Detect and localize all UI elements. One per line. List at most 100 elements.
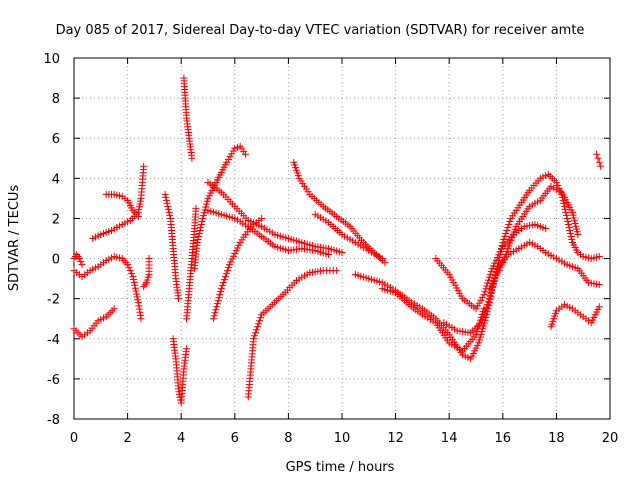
- data-point-marker: [162, 193, 170, 201]
- data-point-marker: [196, 226, 204, 234]
- data-point-marker: [183, 345, 191, 353]
- x-tick-label: 14: [441, 431, 458, 446]
- chart-title: Day 085 of 2017, Sidereal Day-to-day VTE…: [56, 23, 585, 38]
- series-trace-i: [183, 204, 200, 323]
- data-point-marker: [133, 293, 141, 301]
- data-point-marker: [595, 303, 603, 311]
- data-point-marker: [562, 208, 570, 216]
- data-point-marker: [593, 150, 601, 158]
- data-point-marker: [556, 187, 564, 195]
- data-point-marker: [250, 335, 258, 343]
- data-point-marker: [477, 319, 485, 327]
- data-point-marker: [214, 297, 222, 305]
- x-tick-label: 8: [284, 431, 292, 446]
- data-point-marker: [481, 307, 489, 315]
- y-tick-label: -8: [47, 413, 60, 428]
- data-point-marker: [597, 162, 605, 170]
- data-point-marker: [561, 205, 569, 213]
- x-tick-label: 2: [123, 431, 131, 446]
- data-point-marker: [254, 323, 262, 331]
- data-point-marker: [595, 158, 603, 166]
- data-point-marker: [211, 309, 219, 317]
- data-point-marker: [564, 217, 572, 225]
- data-point-marker: [195, 229, 203, 237]
- series-trace-m: [204, 178, 346, 257]
- data-point-marker: [258, 214, 266, 222]
- data-point-marker: [125, 264, 133, 272]
- data-point-marker: [77, 258, 85, 266]
- grid-lines: [74, 58, 610, 419]
- data-point-marker: [165, 208, 173, 216]
- series-trace-s: [378, 285, 488, 355]
- data-point-marker: [565, 223, 573, 231]
- series-trace-f: [140, 255, 153, 291]
- series-trace-j: [180, 74, 196, 162]
- data-point-marker: [485, 295, 493, 303]
- data-point-marker: [192, 204, 200, 212]
- data-point-marker: [252, 329, 260, 337]
- data-point-marker: [140, 162, 148, 170]
- data-point-marker: [381, 259, 389, 267]
- data-point-marker: [212, 306, 220, 314]
- x-tick-label: 0: [70, 431, 78, 446]
- series-trace-d: [89, 162, 148, 242]
- data-point-marker: [128, 270, 136, 278]
- data-point-marker: [197, 220, 205, 228]
- data-point-marker: [166, 211, 174, 219]
- data-point-marker: [163, 199, 171, 207]
- x-axis: 0 2 4 6 8 10 12 14 16 18 20: [70, 58, 618, 446]
- data-point-marker: [203, 197, 211, 205]
- data-point-marker: [132, 287, 140, 295]
- data-point-marker: [201, 206, 209, 214]
- data-point-marker: [472, 331, 480, 339]
- data-point-marker: [133, 290, 141, 298]
- series-trace-k: [191, 142, 250, 273]
- data-point-marker: [568, 236, 576, 244]
- data-point-marker: [487, 289, 495, 297]
- data-point-marker: [164, 205, 172, 213]
- data-point-marker: [124, 261, 132, 269]
- y-axis-label: SDTVAR / TECUs: [7, 185, 22, 292]
- data-point-marker: [552, 178, 560, 186]
- data-point-marker: [78, 261, 86, 269]
- y-tick-label: 10: [43, 52, 60, 67]
- data-point-marker: [338, 249, 346, 257]
- data-point-marker: [162, 196, 170, 204]
- data-point-marker: [131, 284, 139, 292]
- data-point-marker: [222, 270, 230, 278]
- data-point-marker: [566, 226, 574, 234]
- y-tick-label: 4: [52, 172, 60, 187]
- data-point-marker: [75, 255, 83, 263]
- x-tick-label: 4: [177, 431, 185, 446]
- data-point-marker: [560, 199, 568, 207]
- data-point-marker: [224, 264, 232, 272]
- data-point-marker: [554, 181, 562, 189]
- data-point-marker: [134, 212, 142, 220]
- data-point-marker: [479, 313, 487, 321]
- data-point-marker: [216, 291, 224, 299]
- data-point-marker: [175, 295, 183, 303]
- data-point-marker: [483, 301, 491, 309]
- data-point-marker: [213, 303, 221, 311]
- series-trace-e: [102, 190, 142, 220]
- data-point-marker: [325, 251, 333, 259]
- series-trace-t: [432, 220, 550, 313]
- data-point-marker: [194, 236, 202, 244]
- data-point-marker: [242, 150, 250, 158]
- data-point-marker: [130, 276, 138, 284]
- data-point-marker: [484, 298, 492, 306]
- data-point-marker: [506, 217, 514, 225]
- y-tick-label: -2: [47, 293, 60, 308]
- x-tick-label: 18: [548, 431, 565, 446]
- data-point-marker: [137, 315, 145, 323]
- data-point-marker: [198, 217, 206, 225]
- data-point-marker: [135, 305, 143, 313]
- data-point-marker: [161, 190, 169, 198]
- data-point-marker: [481, 288, 489, 296]
- data-point-marker: [215, 294, 223, 302]
- series-trace-w: [547, 301, 603, 331]
- y-tick-label: -4: [47, 333, 60, 348]
- data-point-marker: [566, 229, 574, 237]
- data-point-marker: [480, 291, 488, 299]
- series-trace-x: [593, 150, 605, 170]
